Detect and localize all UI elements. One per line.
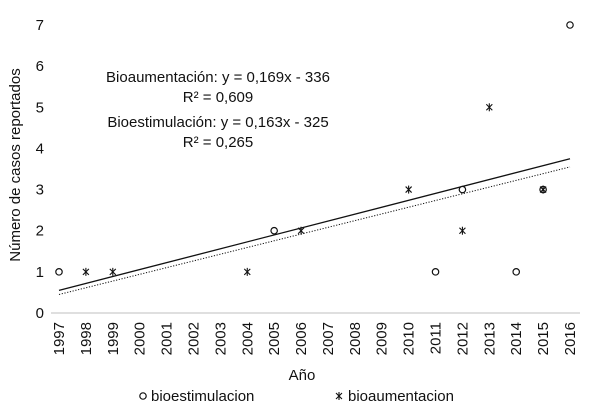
axes: 0 1 2 3 4 5 6 7 1997 1998 1999 2000 2001 2002 2003 2004… (36, 17, 580, 355)
x-tick-label: 2012 (454, 322, 471, 355)
annotation-bioaumentacion-equation: Bioaumentación: y = 0,169x - 336 (106, 69, 330, 86)
y-tick-label: 1 (36, 264, 44, 281)
data-point-bioaumentacion (82, 267, 90, 276)
legend-circle-marker-icon (139, 392, 147, 400)
x-tick-label: 2007 (320, 322, 337, 355)
data-point-bioaumentacion (539, 185, 547, 194)
x-tick-label: 2009 (374, 322, 391, 355)
y-tick-label: 0 (36, 305, 44, 322)
data-point-bioestimulacion (512, 268, 521, 276)
data-point-bioaumentacion (109, 267, 117, 276)
x-tick-label: 1998 (78, 322, 95, 355)
y-axis-title: Número de casos reportados (7, 68, 24, 261)
legend-item-bioaumentacion: bioaumentacion (335, 388, 454, 405)
x-tick-label: 2016 (562, 322, 579, 355)
trendline-bioaumentacion (58, 158, 571, 292)
x-tick-label: 2010 (401, 322, 418, 355)
annotation-bioestimulacion-equation: Bioestimulación: y = 0,163x - 325 (107, 114, 328, 131)
y-tick-label: 6 (36, 58, 44, 75)
x-tick-label: 2000 (132, 322, 149, 355)
legend-label-bioaumentacion: bioaumentacion (348, 388, 454, 405)
data-point-bioestimulacion (566, 21, 574, 29)
trendline-bioestimulacion (58, 166, 571, 295)
x-tick-label: 1997 (51, 322, 68, 355)
data-point-bioestimulacion (431, 268, 440, 276)
x-tick-label: 2013 (481, 322, 498, 355)
legend-star-marker-icon (335, 392, 343, 400)
data-point-bioaumentacion (297, 226, 305, 235)
data-point-bioaumentacion (459, 226, 466, 235)
trendlines (58, 158, 571, 295)
legend-item-bioestimulacion: bioestimulacion (139, 388, 254, 405)
y-tick-label: 7 (36, 17, 44, 34)
x-tick-label: 2006 (293, 322, 310, 355)
x-tick-label: 2004 (239, 322, 256, 355)
data-point-bioestimulacion (270, 226, 278, 235)
x-tick-label: 2005 (266, 322, 283, 355)
annotation-bioaumentacion-r2: R² = 0,609 (183, 89, 253, 106)
data-points (55, 21, 574, 276)
data-point-bioaumentacion (485, 103, 493, 112)
legend: bioestimulacion bioaumentacion (139, 388, 454, 405)
data-point-bioaumentacion (243, 267, 251, 276)
annotation-bioestimulacion-r2: R² = 0,265 (183, 134, 253, 151)
legend-label-bioestimulacion: bioestimulacion (151, 388, 254, 405)
x-axis-title: Año (289, 367, 316, 384)
x-tick-label: 2014 (508, 322, 525, 355)
x-tick-label: 2003 (212, 322, 229, 355)
x-tick-label: 2008 (347, 322, 364, 355)
data-point-bioaumentacion (405, 185, 413, 194)
x-tick-label: 2001 (159, 322, 176, 355)
data-point-bioestimulacion (458, 185, 467, 194)
data-point-bioestimulacion (55, 268, 63, 276)
x-tick-label: 1999 (105, 322, 122, 355)
annotations: Bioaumentación: y = 0,169x - 336 R² = 0,… (106, 69, 330, 151)
x-tick-label: 2011 (428, 322, 445, 354)
y-tick-label: 2 (36, 223, 44, 240)
y-tick-label: 4 (36, 140, 44, 157)
y-tick-label: 5 (36, 99, 44, 116)
x-tick-label: 2015 (535, 322, 552, 355)
x-tick-label: 2002 (185, 322, 202, 355)
y-tick-label: 3 (36, 182, 44, 199)
